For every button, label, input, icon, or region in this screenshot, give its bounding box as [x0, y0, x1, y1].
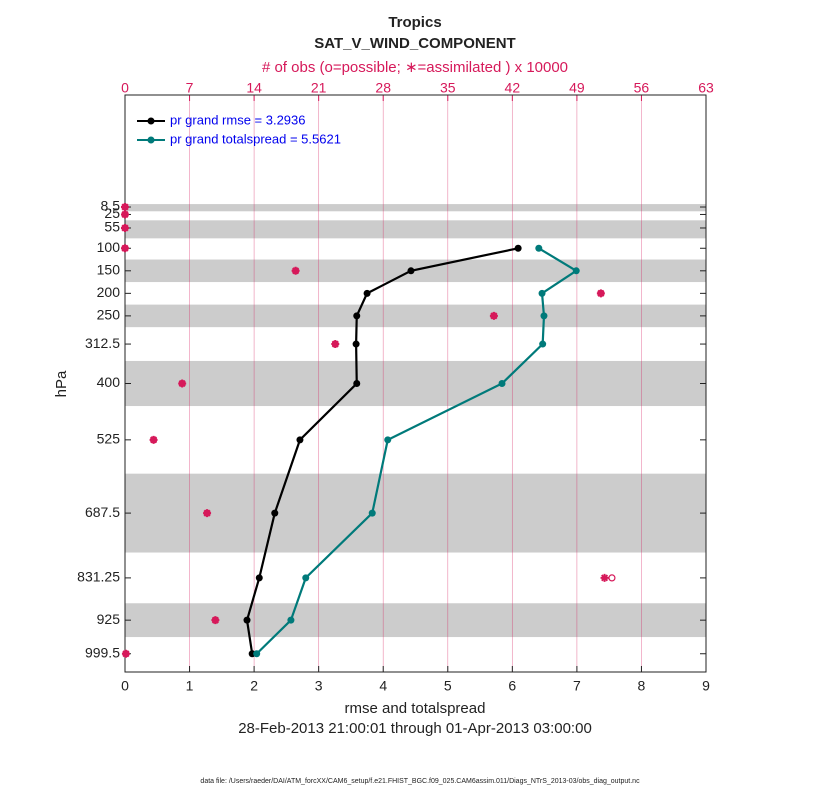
- obs-assimilated: [178, 379, 187, 388]
- period: 28-Feb-2013 21:00:01 through 01-Apr-2013…: [238, 720, 592, 737]
- y-tick-label: 525: [97, 431, 121, 447]
- x-tick-label: 7: [573, 678, 581, 694]
- obs-assimilated: [291, 266, 300, 275]
- y-tick-label: 150: [97, 262, 121, 278]
- y-tick-label: 687.5: [85, 504, 120, 520]
- top-tick-label: 35: [440, 80, 456, 96]
- series-point: [255, 574, 263, 582]
- x-tick-label: 9: [702, 678, 710, 694]
- obs-assimilated: [121, 210, 129, 219]
- series-point: [538, 289, 546, 297]
- legend-marker: [147, 136, 155, 144]
- shaded-layer: [125, 473, 706, 553]
- series-point: [287, 616, 295, 624]
- obs-assimilated: [596, 289, 605, 298]
- series-point: [514, 244, 522, 252]
- y-tick-label: 831.25: [77, 569, 120, 585]
- series-point: [535, 244, 543, 252]
- series-point: [271, 509, 279, 517]
- legend-label: pr grand totalspread = 5.5621: [170, 131, 341, 146]
- obs-assimilated: [149, 435, 158, 444]
- series-point: [353, 312, 361, 320]
- y-tick-label: 925: [97, 611, 121, 627]
- top-axis-label: # of obs (o=possible; ∗=assimilated ) x …: [262, 59, 568, 76]
- shaded-layer: [125, 220, 706, 239]
- y-tick-label: 312.5: [85, 335, 120, 351]
- x-tick-label: 8: [638, 678, 646, 694]
- series-point: [363, 289, 371, 297]
- obs-assimilated: [121, 223, 129, 232]
- top-tick-label: 0: [121, 80, 129, 96]
- top-tick-label: 7: [186, 80, 194, 96]
- x-tick-label: 2: [250, 678, 258, 694]
- obs-assimilated: [203, 509, 212, 518]
- obs-assimilated: [489, 311, 498, 320]
- y-tick-label: 100: [97, 239, 121, 255]
- obs-possible: [608, 574, 616, 582]
- series-point: [384, 436, 392, 444]
- y-tick-label: 25: [104, 205, 120, 221]
- top-tick-label: 21: [311, 80, 327, 96]
- series-point: [253, 650, 261, 658]
- series-point: [368, 509, 376, 517]
- obs-assimilated: [121, 649, 130, 658]
- legend-marker: [147, 117, 155, 125]
- top-tick-label: 42: [505, 80, 521, 96]
- x-tick-label: 1: [186, 678, 194, 694]
- plot-frame: [124, 94, 707, 673]
- series-point: [572, 267, 580, 275]
- shaded-layer: [125, 360, 706, 407]
- series-point: [540, 312, 548, 320]
- shaded-layer: [125, 304, 706, 328]
- y-axis-label: hPa: [53, 370, 70, 397]
- series-point: [353, 380, 361, 387]
- x-tick-label: 6: [508, 678, 516, 694]
- y-tick-label: 200: [97, 284, 121, 300]
- series-point: [243, 616, 251, 624]
- obs-assimilated: [211, 616, 220, 625]
- obs-assimilated: [121, 244, 129, 253]
- y-tick-label: 400: [97, 374, 121, 390]
- series-point: [296, 436, 304, 444]
- shaded-layer: [125, 204, 706, 212]
- obs-assimilated: [600, 573, 609, 582]
- chart-subtitle: SAT_V_WIND_COMPONENT: [314, 35, 515, 52]
- top-tick-label: 49: [569, 80, 585, 96]
- series-point: [352, 340, 360, 348]
- series-point: [407, 267, 415, 275]
- obs-assimilated: [121, 203, 129, 212]
- x-tick-label: 0: [121, 678, 129, 694]
- top-tick-label: 14: [246, 80, 262, 96]
- series-point: [302, 574, 310, 582]
- y-tick-label: 999.5: [85, 644, 120, 660]
- x-tick-label: 4: [379, 678, 387, 694]
- series-point: [498, 380, 506, 387]
- series-point: [539, 340, 547, 348]
- y-tick-label: 55: [104, 219, 120, 235]
- chart-title: Tropics: [388, 14, 441, 31]
- x-tick-label: 3: [315, 678, 323, 694]
- legend-label: pr grand rmse = 3.2936: [170, 112, 306, 127]
- shaded-layer: [125, 603, 706, 638]
- obs-assimilated: [331, 340, 340, 349]
- y-tick-label: 8.5: [101, 198, 121, 214]
- top-tick-label: 63: [698, 80, 714, 96]
- footnote: data file: /Users/raeder/DAI/ATM_forcXX/…: [200, 778, 640, 785]
- top-tick-label: 56: [634, 80, 650, 96]
- y-tick-label: 250: [97, 307, 121, 323]
- top-tick-label: 28: [375, 80, 391, 96]
- x-tick-label: 5: [444, 678, 452, 694]
- x-axis-label: rmse and totalspread: [345, 700, 486, 717]
